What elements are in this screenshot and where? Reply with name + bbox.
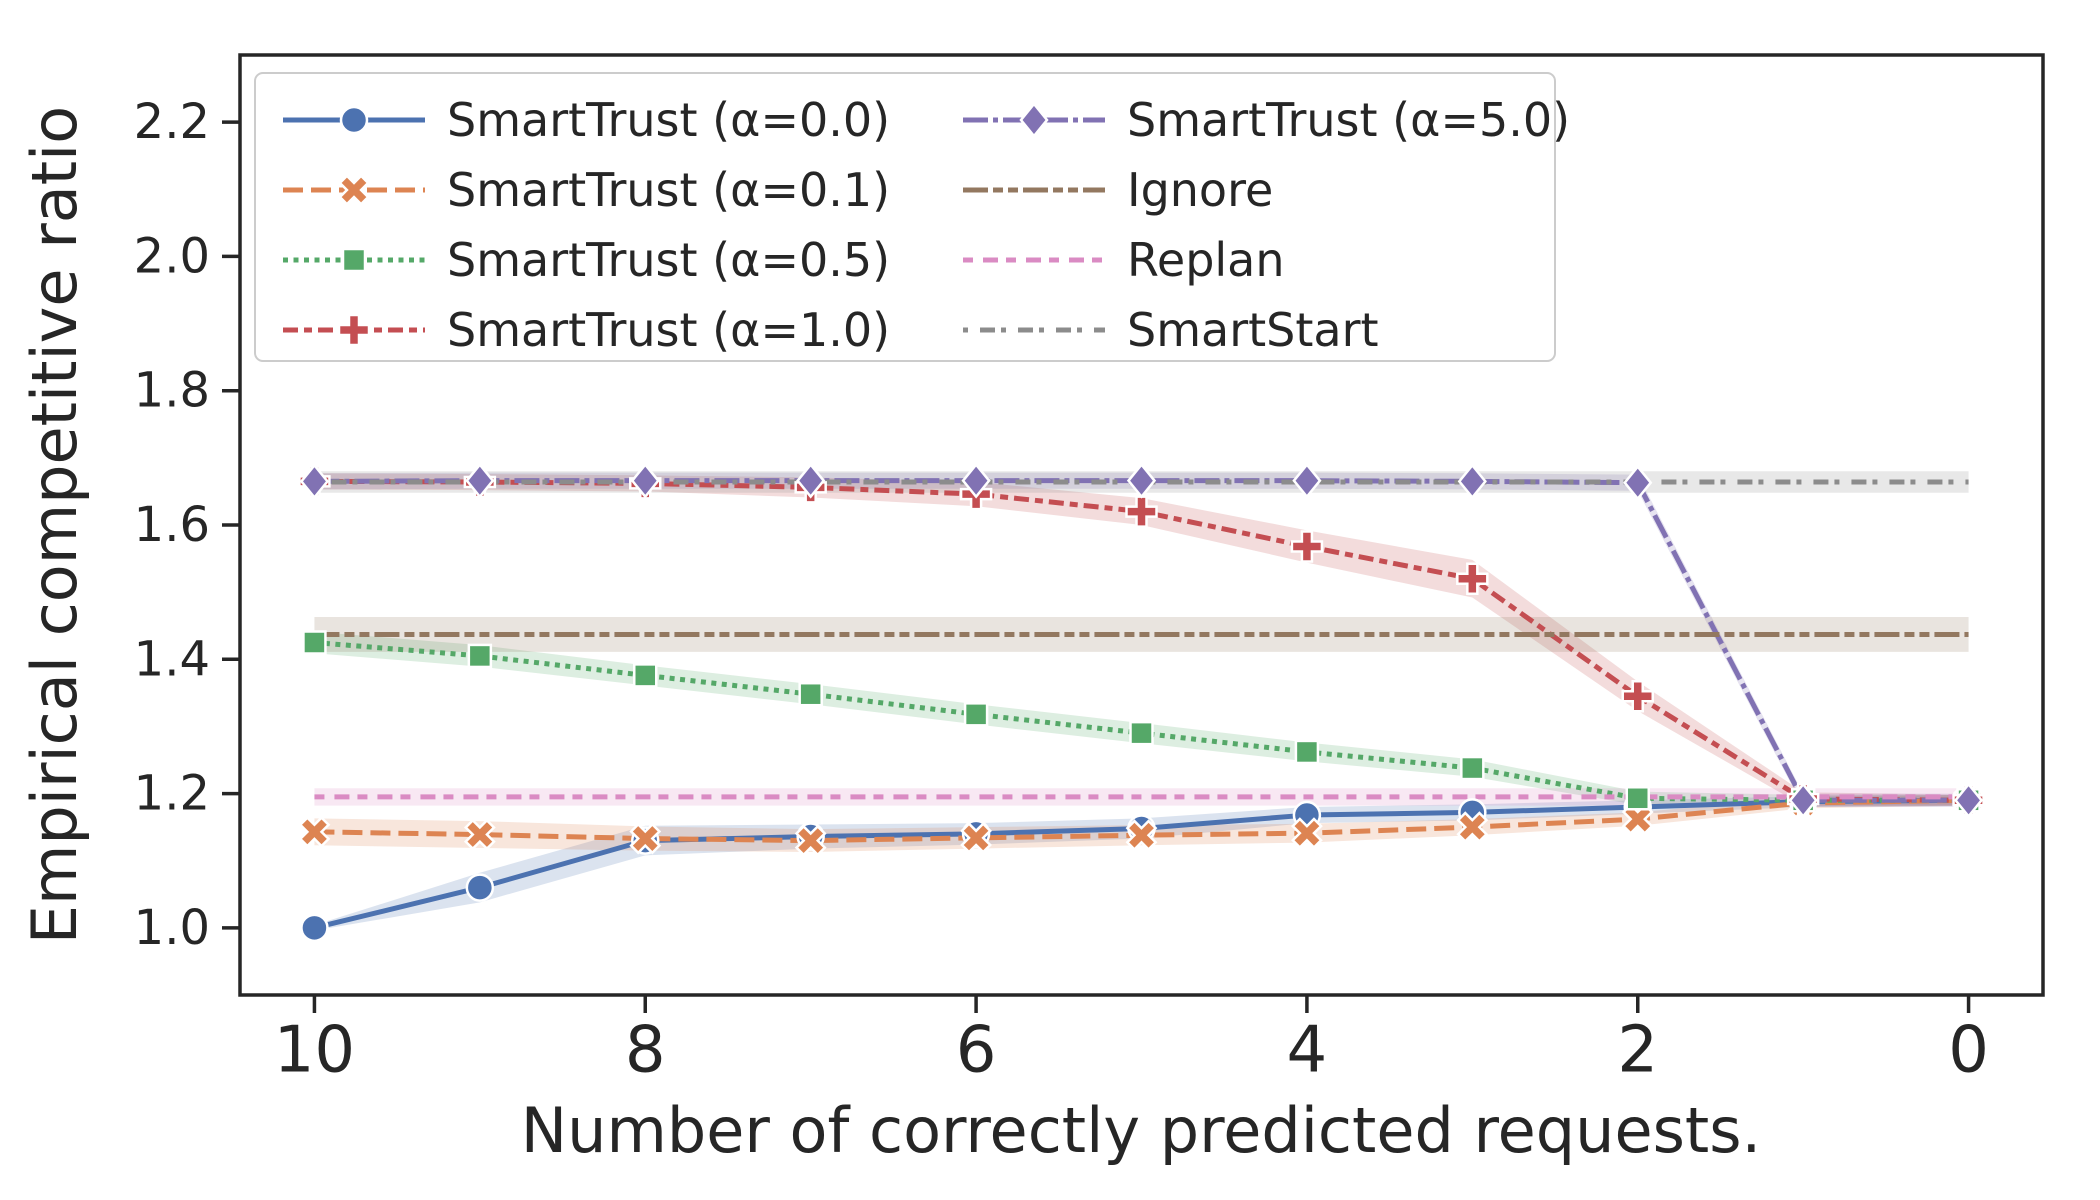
legend-item-smarttrust-1-0: SmartTrust (α=1.0) [283,303,890,357]
marker-diamond [1953,782,1984,819]
legend-label: SmartTrust (α=5.0) [1127,93,1570,147]
legend-item-smarttrust-0-5: SmartTrust (α=0.5) [283,233,890,287]
legend-label: SmartTrust (α=0.5) [447,233,890,287]
legend-item-smartstart: SmartStart [963,303,1379,357]
marker-circle [300,913,329,943]
chart-generated-content: 10 8 6 4 2 0 1.0 1.2 1.4 1.6 1.8 2.0 2.2 SmartTrust (… [134,53,2045,1087]
x-tick-label: 0 [1948,1013,1989,1087]
marker-square [798,681,823,707]
y-axis-ticks: 1.0 1.2 1.4 1.6 1.8 2.0 2.2 [134,94,240,956]
x-tick-label: 2 [1617,1013,1658,1087]
marker-diamond [1126,462,1157,499]
marker-plus [1290,530,1324,563]
marker-diamond [1788,782,1818,819]
legend-box [254,72,1556,362]
marker-square [1294,739,1320,765]
confidence-band-replan [314,788,1969,806]
y-tick-label: 2.0 [134,228,210,284]
marker-diamond [1292,462,1322,499]
legend-label: SmartTrust (α=0.1) [447,163,890,217]
legend-item-smarttrust-0-1: SmartTrust (α=0.1) [283,163,890,217]
marker-diamond [465,462,495,499]
y-tick-label: 1.4 [134,631,210,687]
marker-square [1460,755,1485,781]
x-tick-label: 8 [625,1013,666,1087]
marker-x [463,818,496,851]
marker-x [298,815,331,848]
marker-x [794,824,827,857]
legend-label: SmartTrust (α=1.0) [447,303,890,357]
legend-label: SmartTrust (α=0.0) [447,93,890,147]
marker-circle [339,105,369,135]
marker-square [1129,720,1154,746]
marker-square [467,643,493,669]
legend-label: Replan [1127,233,1285,287]
marker-square [302,630,327,655]
legend-item-ignore: Ignore [963,163,1273,217]
marker-x [960,821,992,854]
marker-x [1291,817,1323,850]
marker-square [633,663,658,688]
y-tick-label: 1.2 [134,766,210,822]
marker-x [1456,811,1489,844]
marker-plus [337,313,371,347]
x-tick-label: 6 [956,1013,997,1087]
marker-diamond [796,462,826,499]
marker-circle [465,873,495,902]
marker-x [629,822,662,855]
legend-label: Ignore [1127,163,1273,217]
marker-diamond [1457,463,1487,500]
marker-diamond [299,463,330,500]
marker-plus [1621,679,1654,713]
marker-diamond [961,462,991,499]
legend-item-replan: Replan [963,233,1285,287]
marker-plus [1456,562,1489,595]
marker-diamond [1019,102,1049,138]
series-markers-smarttrust-5-0 [299,462,1984,819]
marker-square [963,702,989,727]
series-line-smarttrust-5-0 [314,478,1969,803]
x-tick-label: 4 [1287,1013,1328,1087]
confidence-band-smarttrust-0-0 [314,794,1969,931]
marker-x [338,174,370,206]
marker-plus [1125,495,1158,528]
legend-item-smarttrust-0-0: SmartTrust (α=0.0) [283,93,890,147]
y-tick-label: 2.2 [134,94,210,150]
legend: SmartTrust (α=0.0) SmartTrust (α=0.1) Smar… [254,72,1570,362]
x-tick-label: 10 [274,1013,355,1087]
y-tick-label: 1.0 [134,900,210,956]
marker-diamond [1623,464,1653,501]
y-tick-label: 1.6 [134,497,210,553]
x-axis-ticks: 10 8 6 4 2 0 [274,995,1989,1087]
marker-square [341,247,367,273]
legend-item-smarttrust-5-0: SmartTrust (α=5.0) [963,93,1570,147]
x-axis-label: Number of correctly predicted requests. [521,1094,1761,1167]
marker-x [1125,819,1158,852]
y-tick-label: 1.8 [134,363,210,419]
marker-diamond [630,462,660,499]
marker-square [1625,786,1650,811]
confidence-band-smarttrust-0-5 [314,631,1969,806]
legend-label: SmartStart [1127,303,1379,357]
y-axis-label: Empirical competitive ratio [18,106,91,944]
